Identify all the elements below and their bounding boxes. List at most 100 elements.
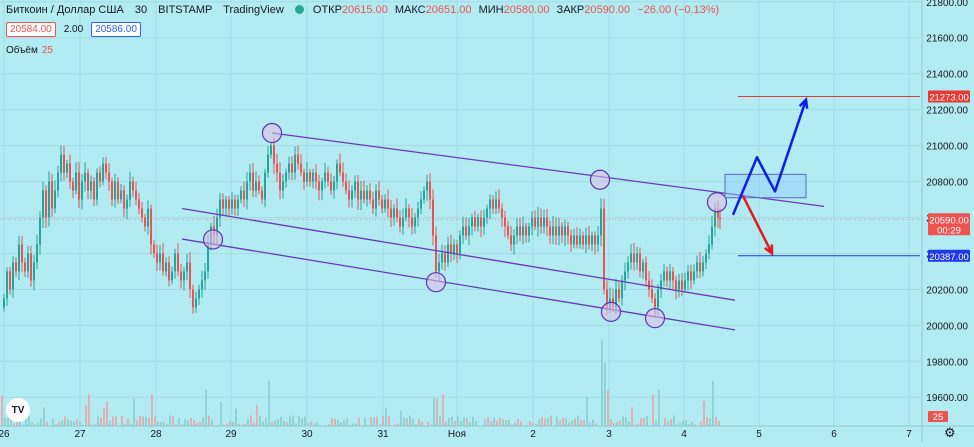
volume-bar <box>625 417 627 426</box>
tradingview-logo-icon[interactable]: TV <box>6 398 30 422</box>
bearish-arrow <box>743 196 772 254</box>
volume-bar <box>709 418 711 426</box>
candle <box>579 235 581 244</box>
candle <box>165 262 167 271</box>
volume-bar <box>253 423 255 426</box>
candle <box>459 235 461 253</box>
candle <box>12 262 14 289</box>
candle <box>42 191 44 218</box>
candle <box>327 173 329 182</box>
candle <box>711 226 713 244</box>
volume-bar <box>112 416 114 426</box>
candle <box>474 217 476 226</box>
candle <box>255 182 257 191</box>
volume-bar <box>256 405 258 426</box>
candle <box>189 262 191 289</box>
touch-point-circle <box>708 193 727 212</box>
candle <box>696 262 698 271</box>
volume-bar <box>703 401 705 426</box>
candle <box>357 182 359 200</box>
candle <box>84 173 86 182</box>
volume-bar <box>136 421 138 426</box>
candle <box>594 235 596 244</box>
candle <box>27 253 29 271</box>
candle <box>261 191 263 200</box>
candle <box>444 253 446 262</box>
volume-bar <box>115 416 117 426</box>
volume-bar <box>508 420 510 426</box>
volume-bar <box>259 416 261 426</box>
volume-bar <box>31 422 33 426</box>
candle <box>600 209 602 236</box>
volume-bar <box>61 420 63 426</box>
volume-bar <box>679 422 681 426</box>
candle <box>402 217 404 226</box>
volume-axis-label: 25 <box>933 412 944 423</box>
candle <box>456 244 458 253</box>
candle <box>249 173 251 182</box>
volume-bar <box>274 420 276 426</box>
gear-icon[interactable]: ⚙ <box>944 425 956 441</box>
volume-bar <box>472 417 474 426</box>
volume-bar <box>664 418 666 426</box>
volume-bar <box>373 417 375 426</box>
volume-bar <box>685 420 687 426</box>
candle <box>129 182 131 200</box>
candle <box>618 289 620 298</box>
candle <box>306 173 308 182</box>
candle <box>378 191 380 200</box>
x-tick-label: 2 <box>530 429 536 440</box>
candle <box>72 182 74 191</box>
sell-price-button[interactable]: 20584.00 <box>6 22 56 37</box>
volume-bar <box>646 416 648 426</box>
candle <box>429 182 431 200</box>
candle <box>360 191 362 200</box>
candle <box>699 262 701 271</box>
candle <box>135 191 137 200</box>
volume-bar <box>712 381 714 426</box>
volume-bar <box>400 411 402 426</box>
volume-bar <box>337 420 339 426</box>
candle <box>246 182 248 200</box>
volume-bar <box>520 422 522 426</box>
source: TradingView <box>223 4 284 16</box>
candle <box>411 217 413 226</box>
candle <box>537 217 539 226</box>
candle <box>519 226 521 235</box>
volume-bar <box>715 417 717 426</box>
candle <box>138 200 140 209</box>
volume-bar <box>580 420 582 426</box>
buy-price-button[interactable]: 20586.00 <box>91 22 141 37</box>
candle <box>417 209 419 218</box>
candle <box>225 200 227 209</box>
y-tick-label: 21800.00 <box>926 0 968 9</box>
volume-bar <box>496 421 498 426</box>
volume-bar <box>235 408 237 426</box>
volume-bar <box>202 417 204 426</box>
candle <box>252 173 254 191</box>
volume-bar <box>43 408 45 426</box>
volume-bar <box>586 397 588 426</box>
candle <box>147 209 149 227</box>
volume-bar <box>463 417 465 426</box>
volume-bar <box>604 363 606 426</box>
volume-bar <box>370 417 372 426</box>
candle <box>657 289 659 307</box>
x-tick-label: 4 <box>681 429 687 440</box>
symbol-name[interactable]: Биткоин / Доллар США <box>6 4 124 16</box>
candle <box>60 155 62 173</box>
volume-bar <box>421 422 423 426</box>
volume-bar <box>409 416 411 426</box>
volume-bar <box>133 399 135 426</box>
volume-bar <box>667 422 669 426</box>
price-label-countdown: 00:29 <box>937 225 961 236</box>
volume-bar <box>718 421 720 426</box>
volume-bar <box>58 422 60 426</box>
volume-bar <box>640 418 642 426</box>
candle <box>438 262 440 271</box>
candle <box>372 200 374 209</box>
spread-value: 2.00 <box>64 24 83 35</box>
